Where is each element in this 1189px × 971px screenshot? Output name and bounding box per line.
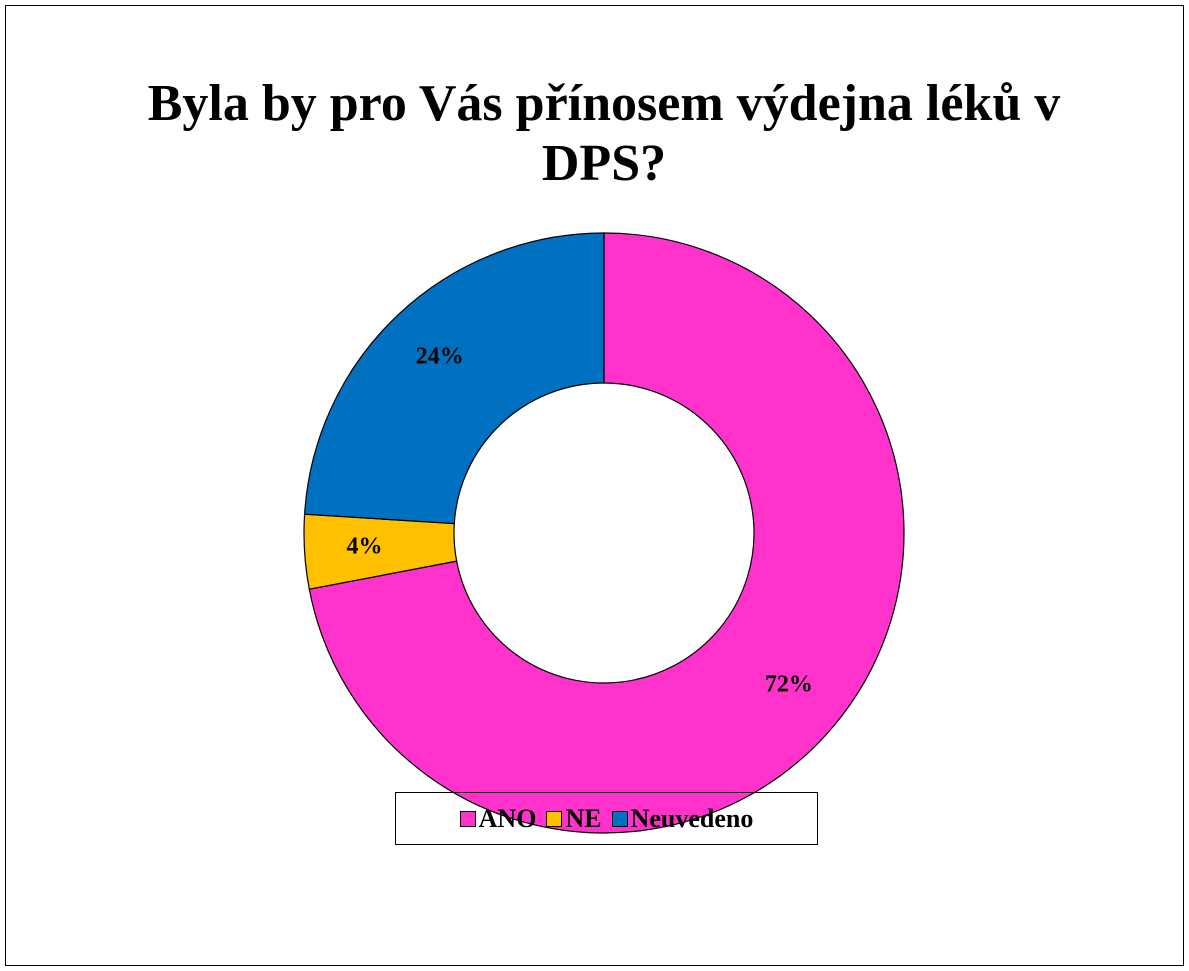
chart-title: Byla by pro Vás přínosem výdejna léků v … <box>147 75 1061 192</box>
legend-label: NE <box>565 803 602 833</box>
legend-item: ANO <box>459 803 537 834</box>
legend: ANO NE Neuvedeno <box>395 792 818 845</box>
legend-swatch <box>611 810 628 827</box>
donut-segment <box>308 232 905 834</box>
data-label: 4% <box>346 534 382 560</box>
donut-segment <box>303 232 605 525</box>
legend-item: NE <box>546 803 602 834</box>
legend-item: Neuvedeno <box>611 803 754 834</box>
data-label: 72% <box>765 671 813 697</box>
data-label: 24% <box>416 344 464 370</box>
legend-swatch <box>459 810 476 827</box>
legend-swatch <box>546 810 563 827</box>
legend-label: Neuvedeno <box>630 803 754 833</box>
chart-frame <box>5 5 1184 966</box>
legend-label: ANO <box>478 803 537 833</box>
